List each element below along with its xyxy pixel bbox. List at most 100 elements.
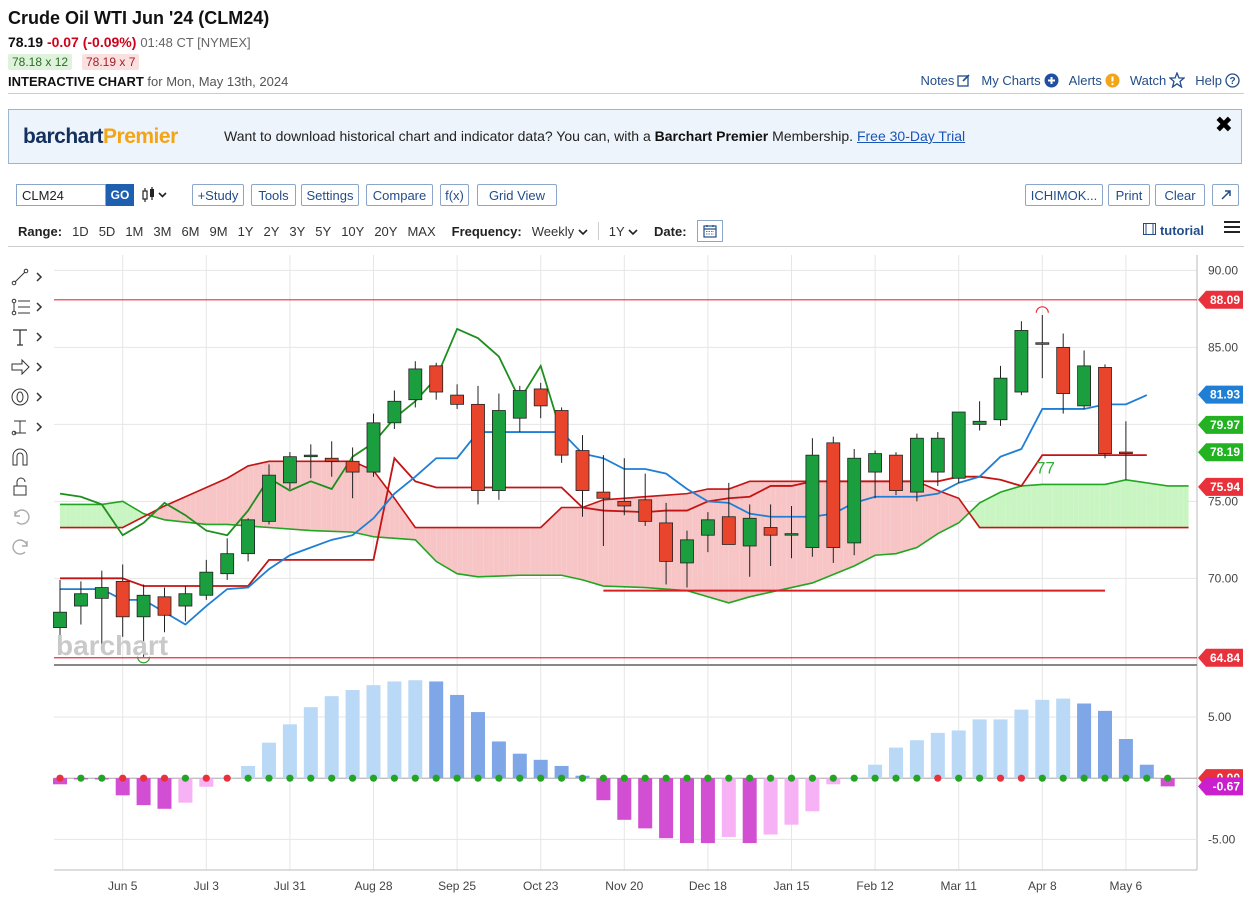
cloud-segment <box>1110 482 1116 528</box>
text-tool[interactable] <box>10 322 48 352</box>
cloud-segment <box>535 527 541 576</box>
cloud-segment <box>728 487 735 603</box>
range-bar: Range: 1D 5D 1M 3M 6M 9M 1Y 2Y 3Y 5Y 10Y… <box>18 220 723 242</box>
osc-bar <box>868 764 883 779</box>
cloud-segment <box>1146 482 1153 528</box>
undo-tool[interactable] <box>10 502 48 532</box>
range-2y[interactable]: 2Y <box>263 223 280 239</box>
go-button[interactable]: GO <box>106 184 134 206</box>
candle-up <box>1014 330 1029 393</box>
close-icon[interactable]: ✖ <box>1214 112 1233 137</box>
range-1y[interactable]: 1Y <box>237 223 254 239</box>
candle-down <box>157 596 172 616</box>
cloud-segment <box>922 483 928 545</box>
cloud-segment <box>91 504 97 528</box>
help-link[interactable]: Help? <box>1195 73 1240 88</box>
tutorial-link[interactable]: tutorial <box>1143 223 1204 238</box>
cloud-segment <box>796 481 802 587</box>
cloud-segment <box>713 489 719 600</box>
compare-button[interactable]: Compare <box>366 184 433 206</box>
osc-bar <box>512 753 527 779</box>
measure-tool[interactable] <box>10 412 48 442</box>
range-5d[interactable]: 5D <box>98 223 116 239</box>
cloud-segment <box>770 481 776 593</box>
x-tick-label: Jan 15 <box>773 879 809 893</box>
settings-button[interactable]: Settings <box>301 184 359 206</box>
osc-bar <box>491 741 506 779</box>
logo-premier-text: Premier <box>103 125 178 148</box>
cloud-segment <box>1105 483 1111 528</box>
add-study-button[interactable]: +Study <box>192 184 244 206</box>
ichimoku-study-button[interactable]: ICHIMOK... <box>1025 184 1103 206</box>
candle-up <box>868 453 882 473</box>
range-5y[interactable]: 5Y <box>315 223 332 239</box>
range-9m[interactable]: 9M <box>209 223 228 239</box>
lock-tool[interactable] <box>10 472 48 502</box>
my-charts-link[interactable]: My Charts <box>981 73 1059 88</box>
cloud-segment <box>885 481 891 555</box>
x-tick-label: Oct 23 <box>523 879 559 893</box>
cloud-segment <box>237 469 243 526</box>
expand-button[interactable] <box>1212 184 1239 206</box>
cloud-segment <box>232 472 238 526</box>
candle-down <box>115 581 130 618</box>
grid-view-button[interactable]: Grid View <box>477 184 557 206</box>
cloud-segment <box>603 499 609 587</box>
range-1m[interactable]: 1M <box>125 223 144 239</box>
tools-button[interactable]: Tools <box>251 184 296 206</box>
print-button[interactable]: Print <box>1108 184 1150 206</box>
arrow-tool[interactable] <box>10 352 48 382</box>
range-20y[interactable]: 20Y <box>374 223 398 239</box>
date-picker-button[interactable] <box>696 220 723 242</box>
candle-up <box>262 474 276 522</box>
redo-tool[interactable] <box>10 532 48 562</box>
pencil-icon <box>957 74 970 87</box>
chikou-span-line <box>59 327 563 537</box>
clear-button[interactable]: Clear <box>1155 184 1205 206</box>
candle-down <box>1098 366 1112 455</box>
cloud-segment <box>1026 485 1032 528</box>
date-label: Date: <box>654 223 687 239</box>
cloud-segment <box>1052 484 1058 528</box>
watch-link[interactable]: Watch <box>1130 72 1186 88</box>
cloud-segment <box>248 464 254 527</box>
cloud-segment <box>378 477 384 538</box>
frequency-select[interactable]: Weekly <box>532 224 588 239</box>
osc-bar <box>324 696 339 779</box>
symbol-input[interactable]: CLM24 <box>16 184 106 206</box>
notes-link[interactable]: Notes <box>920 73 971 88</box>
osc-bar <box>157 778 172 809</box>
fx-button[interactable]: f(x) <box>440 184 469 206</box>
shape-tool[interactable] <box>10 382 48 412</box>
candle-down <box>763 527 778 536</box>
chart-type-dropdown[interactable] <box>141 186 171 209</box>
cloud-segment <box>420 527 426 551</box>
range-6m[interactable]: 6M <box>181 223 200 239</box>
candle-up <box>53 611 67 628</box>
film-icon <box>1143 223 1157 235</box>
range-10y[interactable]: 10Y <box>341 223 365 239</box>
cloud-segment <box>441 527 447 568</box>
cloud-segment <box>1157 484 1163 528</box>
period-select[interactable]: 1Y <box>609 224 638 239</box>
menu-icon[interactable] <box>1224 218 1240 239</box>
cloud-segment <box>1120 479 1126 528</box>
cloud-segment <box>906 481 912 551</box>
cloud-segment <box>1042 484 1048 528</box>
cloud-segment <box>619 498 625 587</box>
cloud-segment <box>399 505 405 540</box>
range-max[interactable]: MAX <box>407 223 436 239</box>
top-links: Notes My Charts Alerts Watch Help? <box>920 72 1240 88</box>
range-3y[interactable]: 3Y <box>289 223 306 239</box>
osc-signal-dot <box>140 774 148 782</box>
alerts-link[interactable]: Alerts <box>1069 73 1120 88</box>
free-trial-link[interactable]: Free 30-Day Trial <box>856 128 966 144</box>
trendline-tool[interactable] <box>10 262 48 292</box>
magnet-tool[interactable] <box>10 442 48 472</box>
range-1d[interactable]: 1D <box>72 223 89 239</box>
fibonacci-tool[interactable] <box>10 292 48 322</box>
time-axis: Jun 5 Jul 3 Jul 31 Aug 28 Sep 25 Oct 23 Nov 20… <box>108 879 1143 893</box>
svg-text:?: ? <box>1229 76 1235 87</box>
range-3m[interactable]: 3M <box>153 223 172 239</box>
